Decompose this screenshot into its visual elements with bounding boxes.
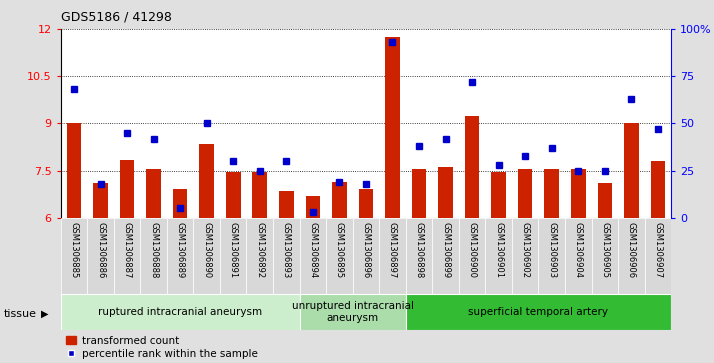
Text: unruptured intracranial
aneurysm: unruptured intracranial aneurysm [291, 301, 413, 323]
Text: GSM1306907: GSM1306907 [653, 222, 663, 278]
Bar [167, 218, 193, 296]
Bar [173, 189, 188, 218]
Bar [624, 123, 638, 218]
Bar [300, 218, 326, 296]
Text: GSM1306893: GSM1306893 [282, 222, 291, 278]
Bar [650, 161, 665, 218]
Text: GSM1306886: GSM1306886 [96, 222, 105, 278]
Text: GSM1306900: GSM1306900 [468, 222, 476, 278]
Bar [645, 218, 671, 296]
Bar [141, 218, 167, 296]
Text: GSM1306903: GSM1306903 [547, 222, 556, 278]
Bar [565, 218, 591, 296]
Bar [598, 183, 612, 218]
Text: GSM1306904: GSM1306904 [574, 222, 583, 278]
Bar [432, 218, 459, 296]
Bar [591, 218, 618, 296]
Text: GSM1306898: GSM1306898 [415, 222, 423, 278]
Bar [120, 160, 134, 218]
Text: GSM1306890: GSM1306890 [202, 222, 211, 278]
Text: superficial temporal artery: superficial temporal artery [468, 307, 608, 317]
Bar [273, 218, 300, 296]
Bar [459, 218, 486, 296]
Bar [87, 218, 114, 296]
Text: ruptured intracranial aneurysm: ruptured intracranial aneurysm [98, 307, 262, 317]
Bar [326, 218, 353, 296]
Text: GSM1306895: GSM1306895 [335, 222, 344, 278]
Bar [438, 167, 453, 218]
Bar [385, 37, 400, 218]
Bar [66, 123, 81, 218]
Bar [279, 191, 293, 218]
Text: GSM1306905: GSM1306905 [600, 222, 609, 278]
Bar [332, 182, 347, 218]
Text: GDS5186 / 41298: GDS5186 / 41298 [61, 11, 171, 24]
Bar [512, 218, 538, 296]
Bar [544, 169, 559, 218]
Bar [146, 169, 161, 218]
Bar [486, 218, 512, 296]
Text: GSM1306894: GSM1306894 [308, 222, 317, 278]
Bar [220, 218, 246, 296]
Bar [406, 294, 671, 330]
Bar [193, 218, 220, 296]
Legend: transformed count, percentile rank within the sample: transformed count, percentile rank withi… [66, 335, 258, 359]
Bar [94, 183, 108, 218]
Text: GSM1306889: GSM1306889 [176, 222, 185, 278]
Bar [226, 172, 241, 218]
Bar [114, 218, 141, 296]
Text: GSM1306891: GSM1306891 [228, 222, 238, 278]
Text: GSM1306892: GSM1306892 [256, 222, 264, 278]
Bar [199, 144, 214, 218]
Bar [358, 189, 373, 218]
Bar [379, 218, 406, 296]
Text: GSM1306901: GSM1306901 [494, 222, 503, 278]
Text: GSM1306888: GSM1306888 [149, 222, 158, 278]
Bar [300, 294, 406, 330]
Text: GSM1306887: GSM1306887 [123, 222, 131, 278]
Bar [538, 218, 565, 296]
Text: tissue: tissue [4, 309, 36, 319]
Bar [246, 218, 273, 296]
Bar [412, 169, 426, 218]
Bar [306, 196, 320, 218]
Bar [61, 218, 87, 296]
Bar [618, 218, 645, 296]
Text: GSM1306899: GSM1306899 [441, 222, 450, 278]
Bar [465, 115, 479, 218]
Bar [353, 218, 379, 296]
Text: GSM1306896: GSM1306896 [361, 222, 371, 278]
Bar [571, 169, 585, 218]
Bar [491, 172, 506, 218]
Text: GSM1306897: GSM1306897 [388, 222, 397, 278]
Bar [253, 172, 267, 218]
Bar [61, 294, 300, 330]
Text: GSM1306906: GSM1306906 [627, 222, 636, 278]
Bar [406, 218, 432, 296]
Text: GSM1306902: GSM1306902 [521, 222, 530, 278]
Text: GSM1306885: GSM1306885 [69, 222, 79, 278]
Bar [518, 169, 533, 218]
Text: ▶: ▶ [41, 309, 49, 319]
